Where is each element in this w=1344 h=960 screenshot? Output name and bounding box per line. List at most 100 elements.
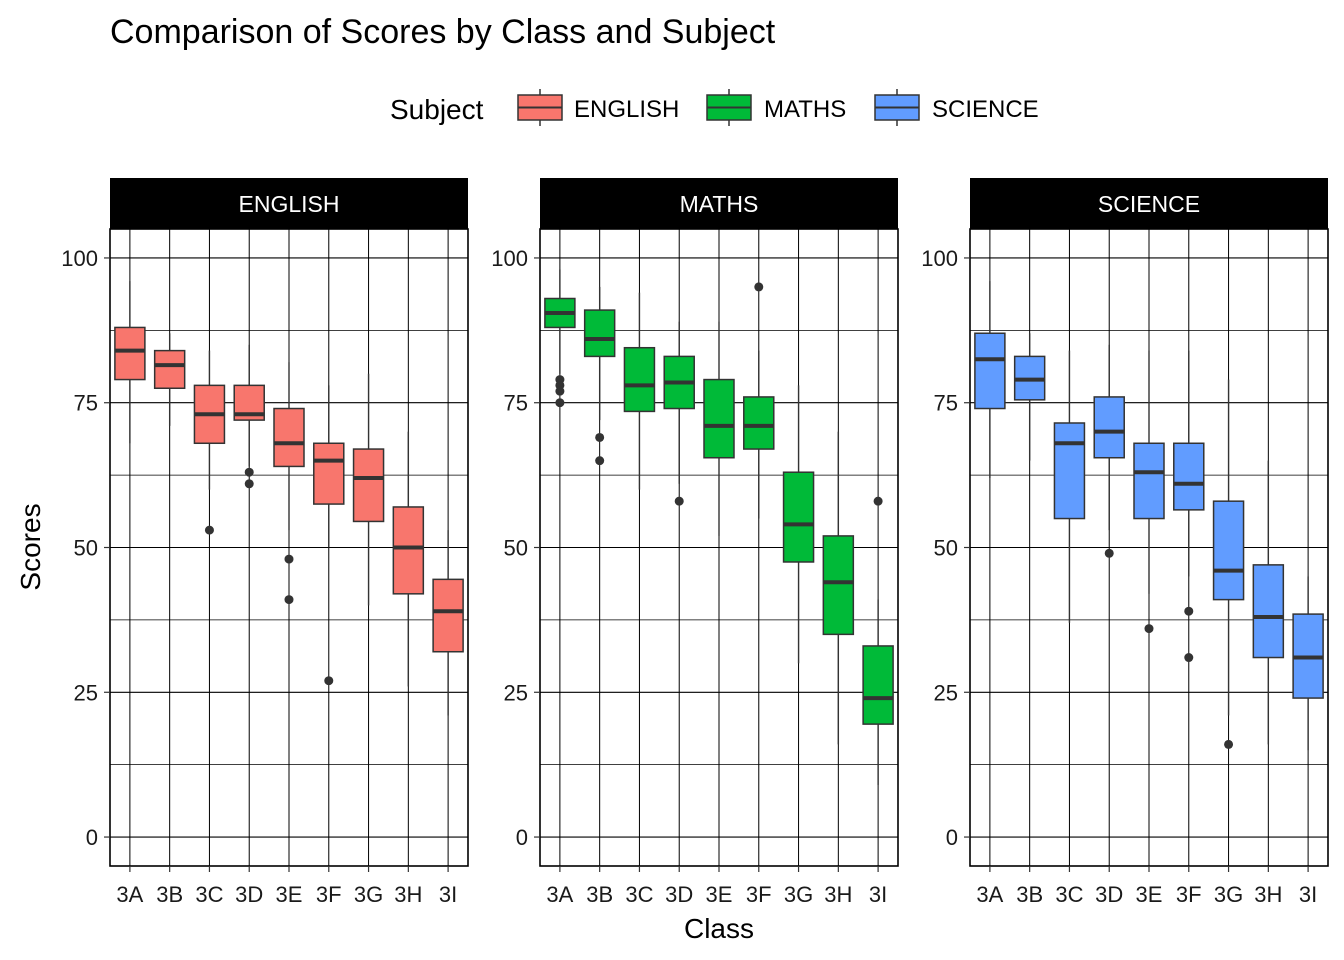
- box: [583, 309, 616, 358]
- box: [703, 378, 735, 459]
- box-english-3h: [392, 431, 425, 687]
- legend-item-science: SCIENCE: [874, 89, 1039, 126]
- strip-label-english: ENGLISH: [239, 191, 340, 217]
- legend-label-english: ENGLISH: [574, 96, 679, 123]
- legend-label-science: SCIENCE: [932, 96, 1039, 123]
- box: [1252, 564, 1285, 659]
- outlier-point: [1184, 653, 1194, 663]
- y-tick-label: 25: [74, 680, 98, 705]
- facet-panels: ENGLISH 0 25 50 75 100 3A 3B 3C 3D 3E 3F 3G 3H 3I MATHS…: [61, 178, 1329, 907]
- box-science-3h: [1252, 460, 1285, 745]
- outlier-point: [204, 525, 214, 535]
- box: [392, 506, 425, 595]
- y-tick-label: 50: [74, 536, 98, 561]
- box-english-3a: [114, 281, 146, 444]
- box: [1173, 442, 1205, 511]
- x-tick-label: 3E: [1136, 882, 1163, 907]
- outlier-point: [1104, 548, 1114, 558]
- x-tick-label: 3I: [1299, 882, 1317, 907]
- x-tick-label: 3B: [156, 882, 183, 907]
- box-english-3e: [273, 362, 305, 605]
- box-science-3c: [1053, 350, 1086, 623]
- box: [782, 471, 815, 563]
- strip-label-science: SCIENCE: [1098, 191, 1200, 217]
- box-science-3b: [1013, 333, 1046, 461]
- x-tick-label: 3C: [195, 882, 223, 907]
- legend-title: Subject: [390, 94, 484, 125]
- y-tick-label: 75: [74, 391, 98, 416]
- box-english-3c: [193, 350, 226, 535]
- x-tick-label: 3F: [1176, 882, 1202, 907]
- outlier-point: [1224, 739, 1234, 749]
- strip-label-maths: MATHS: [680, 191, 759, 217]
- y-tick-label: 0: [86, 825, 98, 850]
- outlier-point: [284, 595, 294, 605]
- x-tick-label: 3A: [546, 882, 573, 907]
- strip-english: [110, 178, 468, 229]
- box: [974, 332, 1006, 410]
- outlier-point: [555, 398, 565, 408]
- x-tick-label: 3G: [354, 882, 383, 907]
- box: [862, 645, 894, 725]
- box-maths-3g: [782, 385, 815, 664]
- x-tick-label: 3H: [394, 882, 422, 907]
- x-tick-label: 3G: [1214, 882, 1243, 907]
- y-tick-label: 50: [504, 536, 528, 561]
- x-tick-label: 3A: [976, 882, 1003, 907]
- box: [1093, 396, 1125, 459]
- outlier-point: [595, 456, 605, 466]
- x-tick-label: 3E: [276, 882, 303, 907]
- box: [352, 448, 385, 523]
- box-english-3b: [153, 333, 186, 426]
- box-maths-3h: [822, 431, 855, 745]
- box: [153, 349, 186, 390]
- x-tick-label: 3H: [824, 882, 852, 907]
- x-tick-label: 3A: [116, 882, 143, 907]
- outlier-point: [754, 282, 764, 292]
- box-maths-3b: [583, 286, 616, 466]
- gridlines: [110, 229, 468, 866]
- box: [822, 535, 855, 636]
- outlier-point: [555, 386, 565, 396]
- panel-maths: MATHS 0 25 50 75 100 3A 3B 3C 3D 3E 3F 3G 3H 3I: [491, 178, 899, 907]
- y-tick-label: 0: [516, 825, 528, 850]
- box-maths-3d: [663, 321, 695, 506]
- chart-title: Comparison of Scores by Class and Subjec…: [110, 13, 776, 51]
- box-maths-3i: [862, 496, 894, 785]
- outlier-point: [595, 432, 605, 442]
- box-maths-3c: [623, 292, 656, 490]
- y-tick-label: 100: [921, 246, 958, 271]
- x-tick-label: 3D: [1095, 882, 1123, 907]
- box-english-3f: [313, 385, 345, 686]
- box-science-3g: [1212, 379, 1245, 749]
- x-tick-label: 3G: [784, 882, 813, 907]
- outlier-point: [674, 496, 684, 506]
- box: [313, 442, 345, 505]
- outlier-point: [324, 676, 334, 686]
- box-science-3i: [1292, 576, 1324, 751]
- x-tick-label: 3F: [746, 882, 772, 907]
- x-tick-label: 3H: [1254, 882, 1282, 907]
- box-maths-3f: [743, 282, 775, 519]
- outlier-point: [1144, 624, 1154, 634]
- box-science-3d: [1093, 344, 1125, 558]
- box: [114, 326, 146, 381]
- box-english-3i: [432, 530, 464, 716]
- panel-english: ENGLISH 0 25 50 75 100 3A 3B 3C 3D 3E 3F 3G 3H 3I: [61, 178, 469, 907]
- box: [743, 396, 775, 450]
- y-tick-label: 25: [504, 680, 528, 705]
- outlier-point: [284, 554, 294, 564]
- outlier-point: [244, 479, 254, 489]
- x-tick-label: 3I: [869, 882, 887, 907]
- y-tick-label: 75: [934, 391, 958, 416]
- box: [623, 346, 656, 413]
- x-tick-label: 3B: [586, 882, 613, 907]
- box-science-3e: [1133, 350, 1165, 634]
- panel-science: SCIENCE 0 25 50 75 100 3A 3B 3C 3D 3E 3F 3G 3H 3I: [921, 178, 1329, 907]
- outlier-point: [873, 496, 883, 506]
- x-axis-title: Class: [684, 913, 754, 944]
- box: [1133, 442, 1165, 520]
- outlier-point: [1184, 606, 1194, 616]
- x-tick-label: 3D: [665, 882, 693, 907]
- x-tick-label: 3I: [439, 882, 457, 907]
